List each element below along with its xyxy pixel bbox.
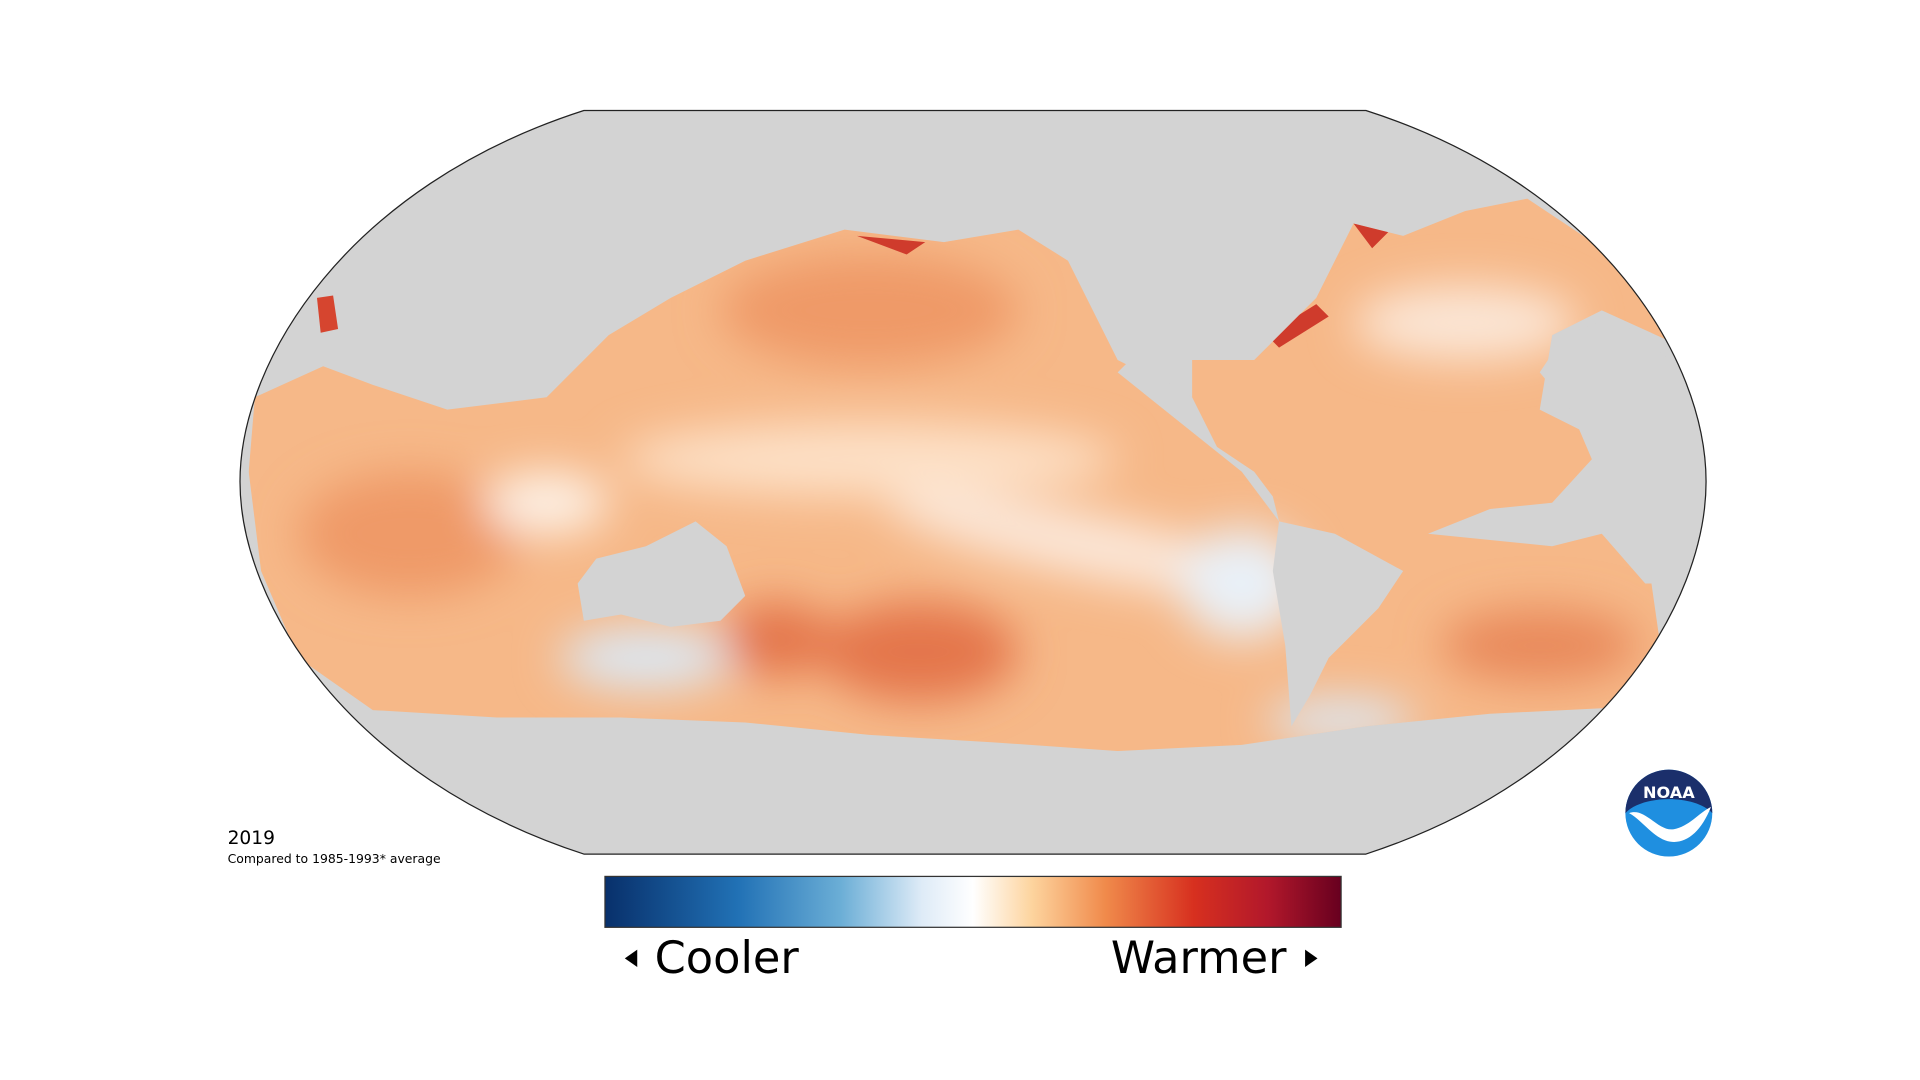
map-area [240,110,1707,855]
anomaly-patches [298,254,1640,743]
logo-text: NOAA [1643,783,1695,802]
cooler-arrow [624,949,638,968]
cooler-label: Cooler [655,932,800,984]
warmer-arrow [1305,949,1318,968]
warmer-label: Warmer [1111,932,1287,984]
logo-bird [1629,806,1712,842]
map-outline [239,109,1707,855]
color-bar [604,875,1342,928]
land-masses [577,316,1707,727]
noaa-logo: NOAA [1625,769,1713,857]
logo-top [1625,769,1713,814]
baseline-note: Compared to 1985-1993* average [228,851,441,866]
caspian-sea [316,295,339,333]
year-label: 2019 [228,828,275,849]
